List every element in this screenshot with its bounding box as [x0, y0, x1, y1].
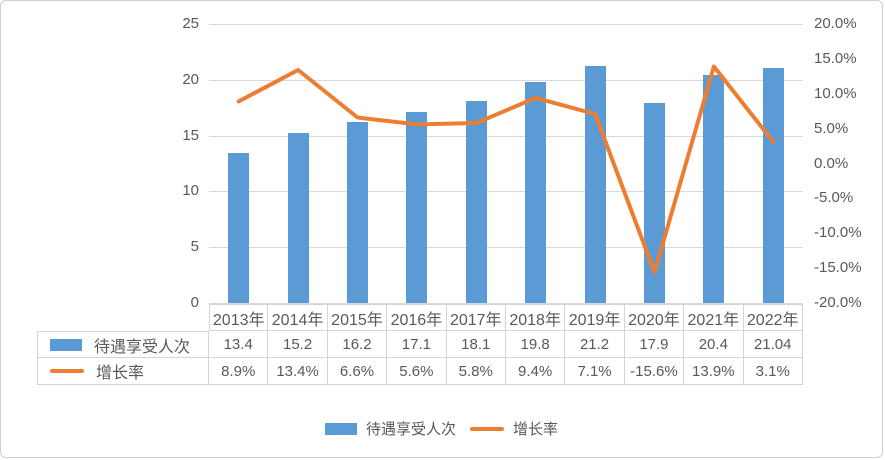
gridline	[209, 247, 803, 249]
bar-2016年	[406, 112, 428, 303]
table-value: 7.1%	[565, 358, 625, 385]
right-axis-tick: 0.0%	[814, 154, 849, 172]
table-value: 21.04	[743, 331, 803, 358]
legend-label: 待遇享受人次	[365, 421, 456, 438]
left-axis-tick: 5	[190, 238, 199, 256]
table-year-header: 2022年	[743, 304, 803, 331]
gridline	[209, 191, 803, 193]
line-legend-key-icon	[50, 369, 84, 373]
left-axis-tick: 20	[182, 70, 199, 88]
bar-legend-swatch-icon	[324, 422, 357, 435]
left-axis-tick: 15	[182, 126, 199, 144]
table-value: 3.1%	[743, 358, 803, 385]
right-axis-tick: 5.0%	[814, 119, 849, 137]
legend-item: 待遇享受人次	[324, 418, 456, 439]
table-year-header: 2014年	[268, 304, 328, 331]
chart-legend: 待遇享受人次 增长率	[1, 418, 882, 439]
line-legend-swatch-icon	[470, 426, 504, 431]
table-year-header: 2019年	[565, 304, 625, 331]
table-year-header: 2020年	[624, 304, 685, 331]
table-series-label-line: 增长率	[37, 358, 209, 385]
table-year-header: 2021年	[684, 304, 744, 331]
gridline	[209, 135, 803, 137]
table-year-header: 2015年	[327, 304, 388, 331]
table-year-header: 2016年	[387, 304, 447, 331]
right-axis-tick: -15.0%	[814, 259, 862, 277]
right-axis-tick: 20.0%	[814, 15, 857, 32]
table-value: 13.4	[209, 331, 269, 358]
table-value: 6.6%	[327, 358, 388, 385]
table-value: 20.4	[684, 331, 744, 358]
gridline	[209, 24, 803, 25]
table-value: 5.6%	[387, 358, 447, 385]
table-value: 19.8	[505, 331, 566, 358]
table-value: 17.9	[624, 331, 685, 358]
gridline	[209, 79, 803, 81]
table-value: 13.4%	[268, 358, 328, 385]
left-axis-tick: 0	[190, 294, 199, 311]
table-value: 5.8%	[446, 358, 506, 385]
bar-2021年	[703, 75, 725, 303]
bar-2022年	[762, 68, 784, 303]
table-value: 13.9%	[684, 358, 744, 385]
data-table: 2013年 2014年 2015年 2016年 2017年 2018年 2019年 2020年…	[37, 304, 803, 385]
right-axis-tick: 10.0%	[814, 84, 857, 102]
table-value: 8.9%	[209, 358, 269, 385]
bar-legend-key-icon	[50, 338, 82, 351]
table-value: -15.6%	[624, 358, 685, 385]
table-value: 21.2	[565, 331, 625, 358]
line-series	[236, 64, 776, 275]
bar-2014年	[287, 133, 309, 303]
legend-item: 增长率	[470, 418, 558, 439]
table-value: 16.2	[327, 331, 388, 358]
table-year-header: 2018年	[505, 304, 566, 331]
gridline	[209, 303, 803, 304]
table-value: 17.1	[387, 331, 447, 358]
legend-label: 增长率	[513, 421, 559, 438]
growth-rate-line	[236, 64, 776, 275]
table-year-header: 2017年	[446, 304, 506, 331]
table-value: 15.2	[268, 331, 328, 358]
bar-2018年	[525, 82, 547, 303]
table-year-header: 2013年	[209, 304, 269, 331]
left-axis-tick: 25	[182, 15, 199, 32]
table-value: 9.4%	[505, 358, 566, 385]
left-axis-tick: 10	[182, 182, 199, 200]
bar-2015年	[347, 122, 368, 303]
right-axis-tick: -20.0%	[814, 294, 862, 311]
series-name: 增长率	[96, 365, 145, 382]
bar-2013年	[228, 153, 250, 303]
right-axis-tick: -5.0%	[814, 189, 854, 207]
table-corner-spacer	[37, 304, 209, 331]
right-axis-tick: 15.0%	[814, 49, 857, 67]
bar-2017年	[465, 101, 487, 303]
table-value: 18.1	[446, 331, 506, 358]
table-series-label-bar: 待遇享受人次	[37, 331, 209, 358]
right-axis-tick: -10.0%	[814, 224, 862, 242]
series-name: 待遇享受人次	[94, 338, 191, 356]
